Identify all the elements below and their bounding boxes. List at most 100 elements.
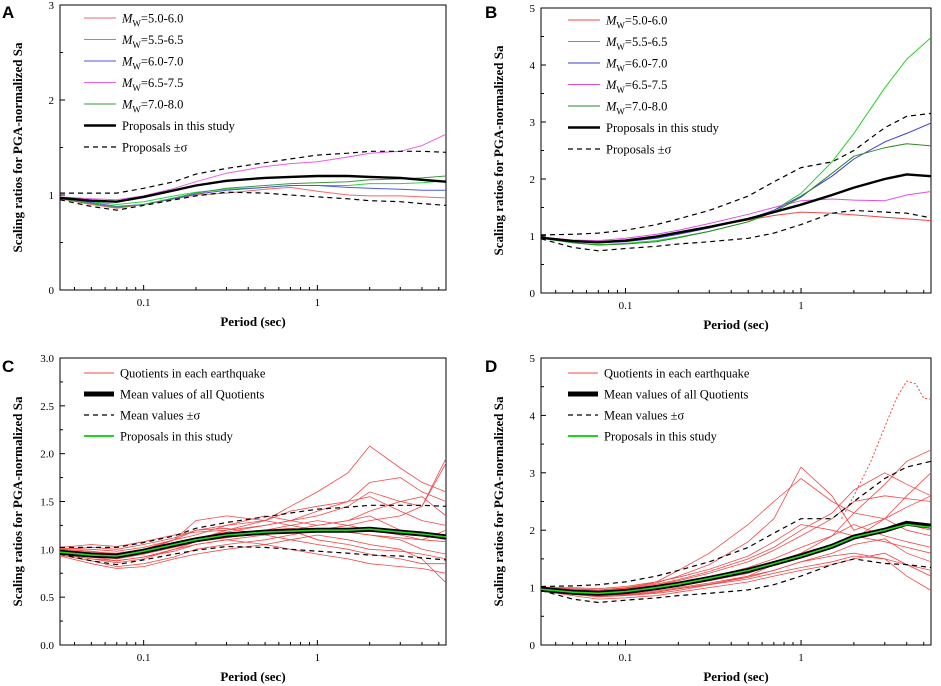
quotient-curve xyxy=(541,466,931,591)
series-line-mean-values xyxy=(60,504,446,548)
y-axis-label: Scaling ratios for PGA-normalized Sa xyxy=(491,396,506,606)
legend: MW=5.0-6.0 MW=5.5-6.5 MW=6.0-7.0 MW=6.5-7.5… xyxy=(84,12,236,155)
x-axis-label: Period (sec) xyxy=(220,314,285,329)
series-line-proposals xyxy=(541,112,931,236)
quotient-curve xyxy=(541,472,931,591)
y-tick-label: 0 xyxy=(49,285,55,297)
x-tick-label: 1 xyxy=(315,652,321,664)
y-tick-label: 0.5 xyxy=(40,592,54,604)
legend-label: MW=5.0-6.0 xyxy=(605,14,667,31)
series-line-mw-7-0-8-0 xyxy=(60,175,446,208)
legend-label: Proposals in this study xyxy=(122,119,236,133)
y-tick-label: 1 xyxy=(49,190,55,202)
y-tick-label: 1 xyxy=(530,583,536,595)
plot-area xyxy=(541,380,931,604)
plot-frame xyxy=(59,4,447,291)
series-line-mw-5-5-6-5 xyxy=(541,37,931,246)
legend-label: Proposals in this study xyxy=(120,430,234,444)
legend: Quotients in each earthquake Mean values … xyxy=(568,367,750,444)
y-tick-label: 3 xyxy=(530,117,536,129)
x-tick-label: 0.1 xyxy=(619,652,633,664)
series-line-mw-6-5-7-5 xyxy=(60,133,446,201)
legend-label: Proposals in this study xyxy=(606,121,720,135)
series-line-mw-7-0-8-0 xyxy=(541,143,931,246)
legend-label: MW=7.0-8.0 xyxy=(121,98,183,115)
legend-label: MW=5.0-6.0 xyxy=(121,12,183,29)
x-tick-label: 0.1 xyxy=(137,652,151,664)
x-tick-label: 0.1 xyxy=(619,300,633,312)
panel-letter: B xyxy=(485,3,497,22)
x-axis-label: Period (sec) xyxy=(703,669,768,684)
chart-panel-c: 0.0 0.5 1.0 1.5 2.0 2.5 3.0 0.1 1 Period (sec) Sca… xyxy=(2,353,447,684)
chart-panel-d: 0 1 2 3 4 5 0.1 1 Period (sec) Scaling ratios for… xyxy=(485,353,932,684)
legend-label: MW=5.5-6.5 xyxy=(121,33,183,50)
y-tick-label: 0 xyxy=(530,288,536,300)
series-line-mw-5-0-6-0 xyxy=(60,186,446,209)
quotient-curve xyxy=(60,477,446,554)
x-tick-label: 1 xyxy=(315,297,321,309)
plot-area xyxy=(60,133,446,211)
x-tick-label: 1 xyxy=(798,652,804,664)
y-tick-label: 2.0 xyxy=(40,449,54,461)
quotient-curve xyxy=(541,495,931,592)
chart-panel-b: 0 1 2 3 4 5 0.1 1 Period (sec) Scaling ratios for… xyxy=(485,3,932,332)
quotient-curve-dotted xyxy=(841,380,931,519)
y-tick-label: 4 xyxy=(530,410,536,422)
y-tick-label: 2 xyxy=(49,95,55,107)
series-line-proposals-in-this-study xyxy=(60,174,446,203)
chart-panel-a: 0 1 2 3 0.1 1 Period (sec) Scaling ratios for P… xyxy=(2,0,447,329)
legend-label: Mean values ±σ xyxy=(604,409,685,423)
y-tick-label: 3.0 xyxy=(40,353,54,365)
y-tick-label: 2 xyxy=(530,525,536,537)
y-tick-label: 0.0 xyxy=(40,640,54,652)
series-line-sigma-lower xyxy=(541,209,931,252)
series-line-mean-values xyxy=(541,460,931,588)
legend-label: Proposals ±σ xyxy=(606,143,672,157)
y-tick-label: 3 xyxy=(49,0,55,12)
x-axis-label: Period (sec) xyxy=(220,669,285,684)
quotient-curve xyxy=(60,529,446,568)
y-tick-label: 1.5 xyxy=(40,497,54,509)
panel-letter: C xyxy=(2,357,14,376)
legend-label: MW=7.0-8.0 xyxy=(605,100,667,117)
panel-letter: A xyxy=(2,3,14,22)
y-tick-label: 3 xyxy=(530,468,536,480)
quotient-curve xyxy=(541,552,931,600)
quotient-curve xyxy=(60,534,446,584)
series-line-mw-6-0-7-0 xyxy=(60,185,446,207)
legend-label: Mean values of all Quotients xyxy=(120,388,265,402)
x-tick-label: 0.1 xyxy=(137,297,151,309)
legend-label: Proposals ±σ xyxy=(122,141,188,155)
y-axis-label: Scaling ratios for PGA-normalized Sa xyxy=(10,396,25,606)
series-line-sigma-lower xyxy=(60,191,446,211)
legend: MW=5.0-6.0 MW=5.5-6.5 MW=6.0-7.0 MW=6.5-7.5… xyxy=(568,14,720,157)
series-line-proposals-in-this-study xyxy=(60,528,446,557)
series-line-sigma-lower xyxy=(541,558,931,604)
x-axis-label: Period (sec) xyxy=(703,317,768,332)
y-axis-label: Scaling ratios for PGA-normalized Sa xyxy=(491,45,506,255)
legend-label: Quotients in each earthquake xyxy=(120,367,266,381)
plot-area xyxy=(541,37,931,252)
legend-label: MW=6.5-7.5 xyxy=(605,78,667,95)
quotient-curve xyxy=(60,496,446,548)
y-tick-label: 4 xyxy=(530,60,536,72)
y-tick-label: 2 xyxy=(530,174,536,186)
y-tick-label: 5 xyxy=(530,3,536,15)
series-line-proposals xyxy=(60,150,446,194)
y-axis-label: Scaling ratios for PGA-normalized Sa xyxy=(10,42,25,252)
legend-label: MW=6.0-7.0 xyxy=(605,57,667,74)
series-line-proposals-in-this-study xyxy=(541,173,931,244)
quotient-curve xyxy=(541,524,931,590)
y-tick-label: 1 xyxy=(530,231,536,243)
legend: Quotients in each earthquake Mean values … xyxy=(84,367,266,444)
x-tick-label: 1 xyxy=(798,300,804,312)
series-line-sigma-lower xyxy=(60,545,446,566)
series-line-mw-5-0-6-0 xyxy=(541,211,931,243)
plot-area xyxy=(60,445,446,584)
legend-label: Proposals in this study xyxy=(604,430,718,444)
legend-label: Mean values of all Quotients xyxy=(604,388,749,402)
y-tick-label: 0 xyxy=(530,640,536,652)
y-tick-label: 1.0 xyxy=(40,544,54,556)
quotient-curve xyxy=(60,529,446,562)
quotient-curve xyxy=(60,458,446,560)
